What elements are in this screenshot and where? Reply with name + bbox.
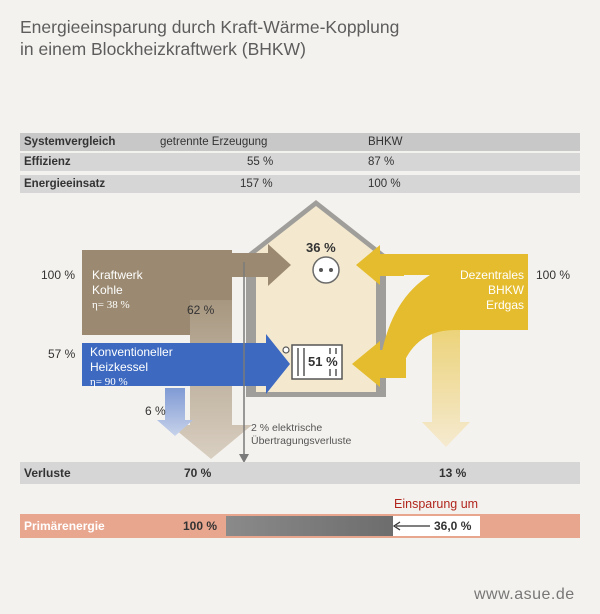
verluste-left-value: 70 %	[184, 466, 212, 480]
bhkw-label-line1: Dezentrales	[459, 268, 524, 282]
table-row-label: Energieeinsatz	[24, 178, 106, 190]
primaer-value: 100 %	[183, 519, 218, 533]
footer-url[interactable]: www.asue.de	[474, 586, 575, 603]
kraftwerk-label: Kraftwerk Kohle η= 38 %	[92, 268, 143, 313]
einsparung-label: Einsparung um	[394, 497, 479, 511]
primaer-saving-value: 36,0 %	[434, 519, 472, 533]
transmission-loss-note: 2 % elektrische Übertragungsverluste	[251, 422, 351, 448]
heizkessel-label-line2: Heizkessel	[90, 360, 149, 374]
table-cell-getrennt: 55 %	[247, 156, 274, 168]
page-title: Energieeinsparung durch Kraft-Wärme-Kopp…	[20, 16, 399, 60]
yellow-arrow-top	[356, 245, 404, 285]
heizkessel-label: Konventioneller Heizkessel η= 90 %	[90, 345, 173, 390]
table-header-row: Systemvergleich getrennte Erzeugung BHKW	[20, 133, 580, 151]
verluste-right-value: 13 %	[439, 466, 467, 480]
transmission-loss-line2: Übertragungsverluste	[251, 435, 352, 447]
bhkw-label: Dezentrales BHKW Erdgas	[440, 268, 524, 313]
kraftwerk-label-line2: Kohle	[92, 283, 123, 297]
table-row-effizienz: Effizienz 55 % 87 %	[20, 153, 580, 171]
verluste-bar	[20, 462, 580, 484]
brown-arrow	[232, 244, 291, 286]
primaer-label: Primärenergie	[24, 519, 105, 533]
heizkessel-eta: η= 90 %	[90, 376, 128, 388]
table-cell-bhkw: 100 %	[368, 178, 401, 190]
table-header-bhkw: BHKW	[368, 136, 403, 148]
blue-small-loss	[157, 388, 193, 436]
verluste-label: Verluste	[24, 466, 71, 480]
table-row-label: Effizienz	[24, 156, 71, 168]
title-line-2: in einem Blockheizkraftwerk (BHKW)	[20, 39, 306, 59]
heizkessel-label-line1: Konventioneller	[90, 345, 173, 359]
kraftwerk-box	[82, 250, 190, 335]
bhkw-label-line2: BHKW	[488, 283, 524, 297]
power-socket-icon	[312, 256, 340, 284]
primaer-gray-bar	[226, 516, 393, 536]
yellow-flow-down	[422, 330, 470, 447]
title-line-1: Energieeinsparung durch Kraft-Wärme-Kopp…	[20, 17, 400, 37]
transmission-loss-line1: 2 % elektrische	[251, 422, 323, 434]
table-header-system: Systemvergleich	[24, 136, 116, 148]
table-row-energieeinsatz: Energieeinsatz 157 % 100 %	[20, 175, 580, 193]
yellow-arrow-bottom	[352, 341, 406, 387]
house-inner	[256, 206, 376, 392]
primaer-saving-box	[393, 516, 480, 536]
bhkw-box	[440, 254, 528, 330]
transmission-loss-arrowhead	[239, 454, 249, 463]
blue-flow	[82, 334, 290, 394]
table-header-getrennt: getrennte Erzeugung	[160, 136, 268, 148]
strom-percent: 36 %	[306, 240, 336, 255]
table-cell-getrennt: 157 %	[240, 178, 273, 190]
heizkessel-loss-percent: 6 %	[145, 404, 166, 418]
bhkw-label-line3: Erdgas	[485, 298, 524, 312]
bhkw-percent: 100 %	[536, 268, 571, 282]
kraftwerk-label-line1: Kraftwerk	[92, 268, 143, 282]
heizkessel-percent: 57 %	[48, 347, 76, 361]
kraftwerk-percent: 100 %	[41, 268, 76, 282]
saving-arrow-head	[392, 521, 401, 531]
table-cell-bhkw: 87 %	[368, 156, 395, 168]
kraftwerk-eta: η= 38 %	[92, 299, 130, 311]
kraftwerk-loss-percent: 62 %	[187, 303, 215, 317]
waerme-percent: 51 %	[307, 354, 339, 369]
